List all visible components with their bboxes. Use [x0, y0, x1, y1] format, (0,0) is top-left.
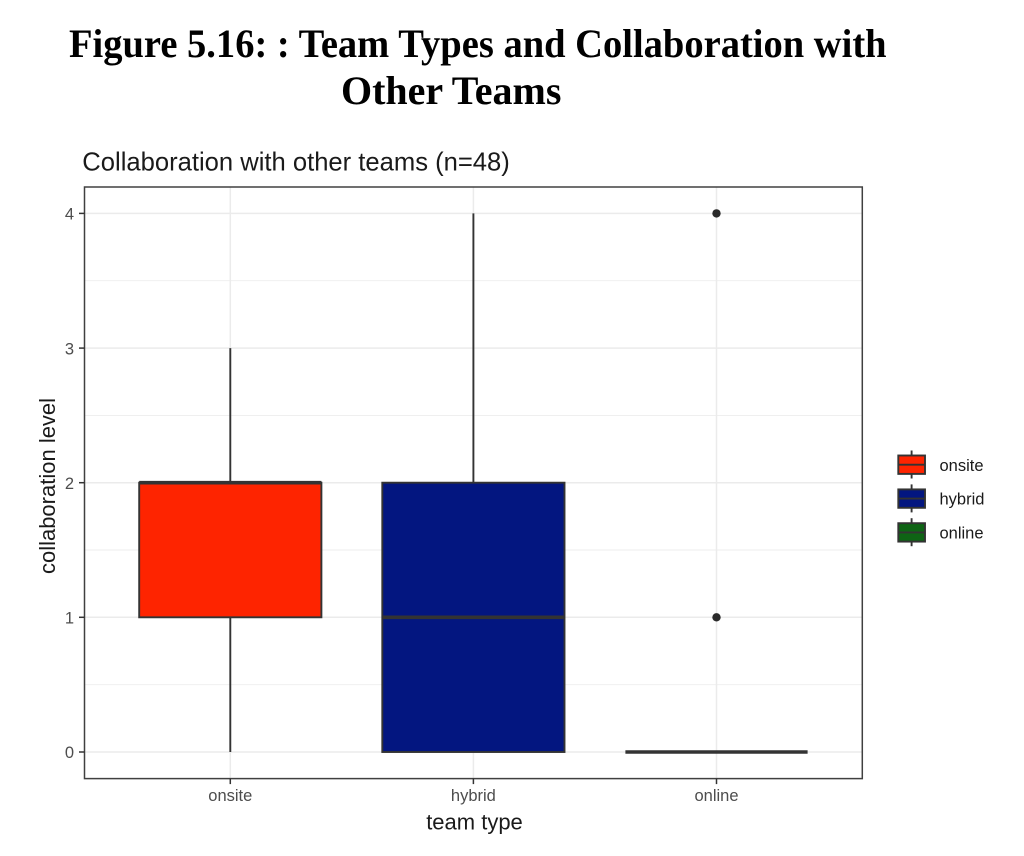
svg-text:onsite: onsite	[208, 787, 252, 805]
svg-text:team type: team type	[426, 810, 523, 835]
svg-text:3: 3	[65, 340, 74, 358]
svg-text:onsite: onsite	[940, 457, 984, 475]
svg-text:4: 4	[65, 206, 74, 224]
svg-text:online: online	[694, 787, 738, 805]
svg-text:0: 0	[65, 744, 74, 762]
svg-text:Collaboration with other teams: Collaboration with other teams (n=48)	[82, 148, 510, 176]
svg-text:2: 2	[65, 475, 74, 493]
svg-text:hybrid: hybrid	[451, 787, 496, 805]
svg-text:online: online	[940, 525, 984, 543]
svg-text:hybrid: hybrid	[940, 491, 985, 509]
svg-text:1: 1	[65, 610, 74, 628]
svg-text:collaboration level: collaboration level	[35, 398, 60, 574]
